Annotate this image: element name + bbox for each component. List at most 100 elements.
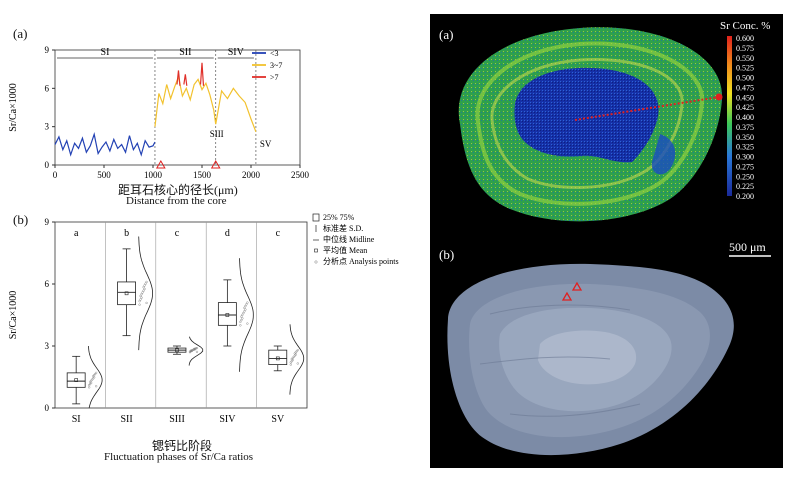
colorbar-tick-label: 0.600 [736,34,754,43]
colorbar-title: Sr Conc. % [720,20,771,32]
analysis-point [245,303,248,306]
boundary-marker [210,159,221,169]
analysis-point [90,379,93,382]
analysis-point [142,289,145,292]
scale-bar-label: 500 μm [729,240,766,254]
y-tick-label: 3 [45,341,50,351]
category-label: SV [271,414,285,425]
y-tick-label: 3 [45,122,50,132]
legend-label: 25% 75% [323,213,355,222]
optical-otolith-image [447,263,734,456]
analysis-point [289,361,292,364]
legend-label: 中位线 Midline [323,234,375,244]
analysis-point [140,293,143,296]
analysis-point [89,380,92,383]
analysis-point [291,356,294,360]
analysis-point [189,349,193,352]
mean-marker [225,313,230,317]
colorbar-tick-label: 0.325 [736,143,754,152]
colorbar-tick-label: 0.200 [736,192,754,201]
mean-marker [124,291,129,296]
mean-marker [175,348,179,352]
chart-a-xlabel-en: Distance from the core [126,195,227,207]
marker-triangle-1 [571,281,583,291]
analysis-point [143,284,146,287]
y-axis-title: Sr/Ca×1000 [8,291,19,339]
analysis-point [242,311,245,315]
legend-label: 平均值 Mean [323,245,367,255]
analysis-point [190,349,194,352]
legend-label: 标准差 S.D. [323,223,363,233]
legend-label: 分析点 Analysis points [323,256,399,266]
analysis-point [139,298,142,301]
analysis-point [143,287,146,291]
analysis-point [95,371,98,374]
analysis-point [244,308,247,311]
analysis-point [294,351,297,354]
analysis-point [292,355,295,358]
analysis-point [138,303,141,306]
significance-letter: d [225,228,230,239]
colorbar-tick-label: 0.350 [736,133,754,142]
analysis-point [88,386,91,389]
y-tick-label: 6 [45,83,50,93]
density-curve [88,345,103,409]
series-peak-high [176,70,181,86]
otolith-maps: 0.6000.5750.5500.5250.5000.4750.4500.425… [447,27,771,456]
analysis-point [241,313,244,316]
significance-letter: c [175,228,180,239]
colorbar-tick-label: 0.400 [736,113,754,122]
plot-frame [54,221,308,409]
analysis-point [294,353,297,356]
analysis-point [293,354,296,357]
colorbar-tick-label: 0.250 [736,172,754,181]
phase-label: SIII [210,129,224,139]
legend-label: <3 [270,49,279,58]
analysis-point [142,286,145,289]
x-tick-label: 2500 [291,170,310,180]
phase-label: SIV [228,47,245,58]
analysis-point [91,378,94,381]
x-tick-label: 2000 [242,170,261,180]
analysis-point [195,346,199,350]
category-label: SII [120,414,132,425]
analysis-point [139,294,142,298]
colorbar [727,36,732,196]
legend-point-symbol [314,260,318,264]
analysis-point [92,377,95,380]
marker-triangle-2 [561,291,573,301]
analysis-point [193,347,197,350]
analysis-point [89,382,92,386]
significance-letter: a [74,228,79,239]
colorbar-tick-label: 0.450 [736,93,754,102]
colorbar-tick-label: 0.550 [736,54,754,63]
colorbar-tick-label: 0.475 [736,83,754,92]
x-tick-label: 500 [97,170,111,180]
y-tick-label: 9 [45,217,50,227]
density-curve [289,324,305,395]
analysis-point [95,385,98,388]
analysis-point [291,359,294,362]
phase-label: SV [260,139,272,149]
analysis-point [88,384,91,387]
analysis-point [290,357,293,361]
series-peak-high [199,62,205,86]
legend-mean-symbol [314,248,318,253]
x-tick-label: 1500 [193,170,212,180]
series-peak-high [183,74,188,86]
analysis-point [246,322,249,325]
otolith-micrograph-panel: 0.600 0.575 0.550 0.525 0.500 0.475 0.450 0.425… [430,14,783,468]
significance-letter: c [276,228,281,239]
micro-a-label: (a) [439,27,454,42]
mean-marker [74,378,78,382]
sr-ca-box-chart: 0 3 6 9 Sr/Ca×1000 a SI b SII c SIII d SIV c SV 25% 75%… [8,213,399,425]
colorbar-tick-label: 0.425 [736,103,754,112]
colorbar-tick-label: 0.300 [736,153,754,162]
analysis-point [243,310,246,313]
box [217,302,237,326]
analysis-point [195,350,199,353]
sr-ca-line-chart: 0 3 6 9 0 500 1000 1500 2000 2500 Sr/Ca×1000 SI SII S… [8,45,310,180]
plot-frame [54,49,301,166]
phase-label: SI [101,47,110,58]
analysis-point [295,350,298,353]
